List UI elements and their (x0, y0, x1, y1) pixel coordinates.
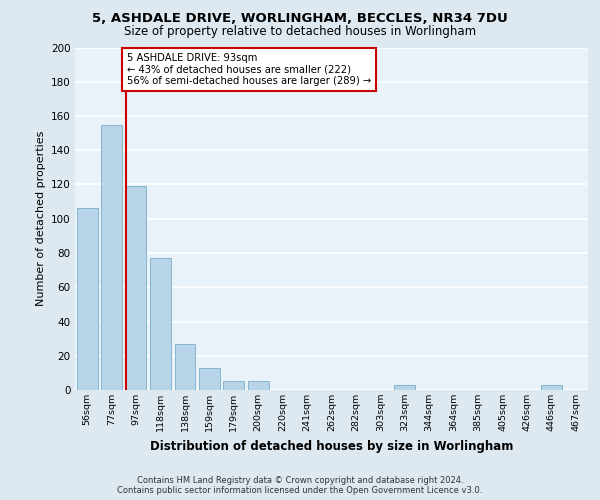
Text: Size of property relative to detached houses in Worlingham: Size of property relative to detached ho… (124, 25, 476, 38)
Text: 5, ASHDALE DRIVE, WORLINGHAM, BECCLES, NR34 7DU: 5, ASHDALE DRIVE, WORLINGHAM, BECCLES, N… (92, 12, 508, 26)
Bar (541, 385, 562, 390)
Bar (77, 208, 98, 390)
Y-axis label: Number of detached properties: Number of detached properties (35, 131, 46, 306)
Text: 5 ASHDALE DRIVE: 93sqm
← 43% of detached houses are smaller (222)
56% of semi-de: 5 ASHDALE DRIVE: 93sqm ← 43% of detached… (127, 52, 371, 86)
Bar (394, 385, 415, 390)
Bar (248, 382, 269, 390)
X-axis label: Distribution of detached houses by size in Worlingham: Distribution of detached houses by size … (150, 440, 513, 452)
Text: Contains HM Land Registry data © Crown copyright and database right 2024.: Contains HM Land Registry data © Crown c… (137, 476, 463, 485)
Bar (125, 186, 146, 390)
Bar (223, 382, 244, 390)
Bar (101, 124, 122, 390)
Bar (199, 368, 220, 390)
Text: Contains public sector information licensed under the Open Government Licence v3: Contains public sector information licen… (118, 486, 482, 495)
Bar (175, 344, 196, 390)
Bar (150, 258, 171, 390)
